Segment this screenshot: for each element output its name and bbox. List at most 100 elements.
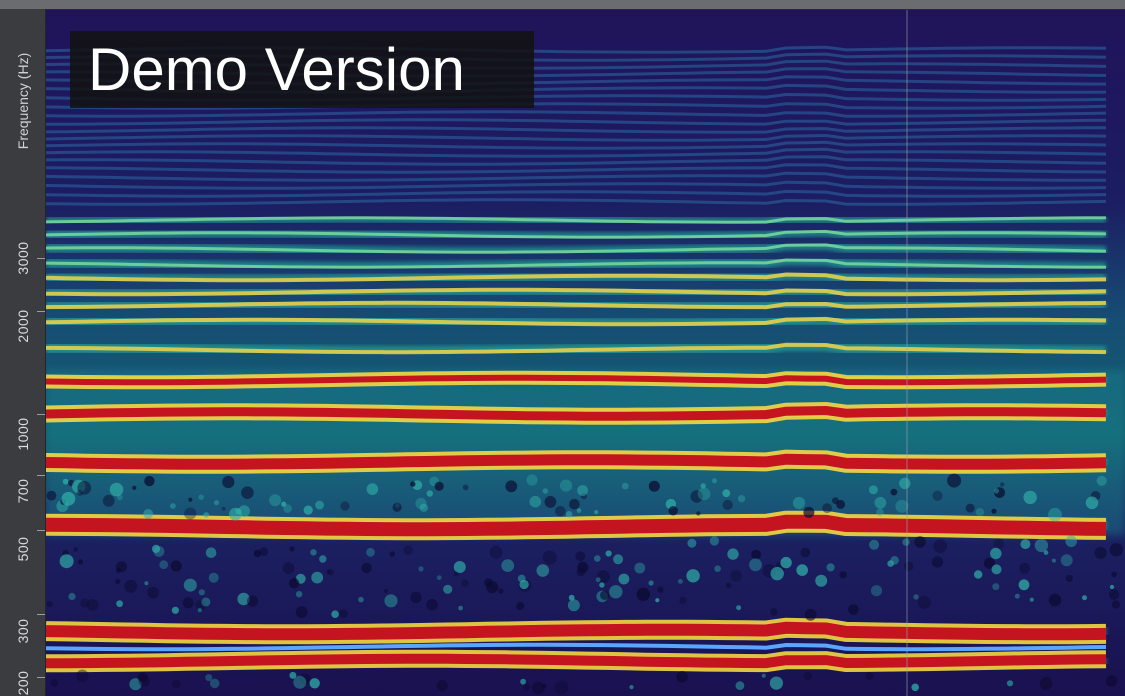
noise-dot <box>309 678 320 689</box>
harmonic-bands <box>46 45 1107 678</box>
tick-label-1000: 1000 <box>15 417 31 451</box>
harmonic-band <box>46 155 1107 166</box>
noise-dot <box>458 605 463 611</box>
spectrogram-plot[interactable]: Demo Version <box>46 10 1125 696</box>
noise-dot <box>1043 550 1049 555</box>
noise-dot <box>124 579 138 593</box>
noise-dot <box>519 579 529 590</box>
noise-dot <box>76 489 83 496</box>
noise-dot <box>947 473 962 488</box>
noise-dot <box>576 508 582 513</box>
noise-dot <box>761 673 766 678</box>
noise-dot <box>426 490 433 497</box>
harmonic-band <box>46 163 1107 174</box>
noise-dot <box>384 594 398 608</box>
noise-dot <box>151 544 161 554</box>
noise-dot <box>712 478 717 484</box>
noise-dot <box>77 559 83 565</box>
harmonic-band <box>46 642 1107 652</box>
noise-dot <box>676 671 688 683</box>
noise-dot <box>569 498 580 510</box>
noise-dot <box>1111 600 1120 609</box>
harmonic-band <box>46 133 1107 142</box>
noise-dot <box>780 556 792 569</box>
harmonic-band <box>46 243 1107 254</box>
noise-dot <box>804 608 817 621</box>
noise-dot <box>389 551 396 557</box>
noise-dot <box>50 678 59 687</box>
noise-dot <box>803 506 815 518</box>
harmonic-band <box>46 140 1107 150</box>
noise-dot <box>170 560 182 572</box>
noise-dot <box>531 681 545 695</box>
noise-dot <box>890 488 898 496</box>
noise-dot <box>542 550 557 565</box>
noise-dot <box>913 594 919 600</box>
noise-dot <box>1111 571 1117 578</box>
noise-dot <box>1109 543 1124 557</box>
noise-dot <box>289 578 300 589</box>
noise-dot <box>865 672 874 681</box>
noise-dot <box>1085 496 1099 510</box>
noise-dot <box>902 538 910 546</box>
noise-dot <box>697 487 711 501</box>
noise-dot <box>1060 554 1073 567</box>
noise-dot <box>567 599 580 612</box>
noise-dot <box>696 511 701 516</box>
noise-dot <box>899 477 911 490</box>
noise-dot <box>138 675 150 687</box>
noise-dot <box>311 571 324 584</box>
noise-dot <box>565 511 573 518</box>
harmonic-band <box>46 258 1106 269</box>
noise-dot <box>198 494 204 500</box>
noise-dot <box>434 481 444 491</box>
noise-dot <box>815 574 828 587</box>
noise-dot <box>542 488 549 494</box>
noise-dot <box>410 591 422 603</box>
noise-dot <box>575 551 586 562</box>
noise-dot <box>523 683 531 691</box>
noise-dot <box>803 671 813 681</box>
harmonic-band <box>46 272 1107 283</box>
noise-dot <box>1065 535 1077 548</box>
harmonic-band <box>46 171 1106 182</box>
noise-dot <box>735 681 745 690</box>
noise-dot <box>205 674 213 682</box>
harmonic-band <box>46 147 1107 158</box>
harmonic-band <box>46 374 1107 386</box>
noise-dot <box>383 588 388 593</box>
noise-dot <box>144 475 155 487</box>
noise-dot <box>629 685 634 690</box>
noise-dot <box>596 570 610 584</box>
frequency-axis: Frequency (Hz) 3000 2000 1000 700 500 30… <box>0 9 46 696</box>
tick-label-700: 700 <box>15 478 31 504</box>
noise-dot <box>868 485 878 495</box>
frequency-axis-title: Frequency (Hz) <box>15 52 31 150</box>
harmonic-band <box>46 198 1107 206</box>
tick-label-500: 500 <box>15 536 31 562</box>
noise-dot <box>826 563 835 572</box>
noise-dot <box>991 564 1002 575</box>
noise-dot <box>1065 574 1073 582</box>
noise-dot <box>516 602 525 610</box>
harmonic-band <box>46 453 1107 470</box>
noise-dot <box>102 494 115 507</box>
noise-dot <box>839 571 847 579</box>
noise-dot <box>293 675 307 689</box>
noise-dot <box>1029 597 1034 602</box>
tick-label-300: 300 <box>15 618 31 644</box>
noise-dot <box>213 500 220 506</box>
noise-dot <box>80 598 90 608</box>
noise-dot <box>282 562 295 574</box>
tick-mark <box>37 677 45 678</box>
noise-dot <box>686 569 700 583</box>
noise-dot <box>737 495 746 503</box>
noise-dot <box>205 547 217 558</box>
noise-dot <box>1014 593 1020 599</box>
tick-mark <box>37 311 45 312</box>
noise-dot <box>410 481 416 487</box>
noise-speckle <box>46 473 1124 695</box>
noise-dot <box>339 609 348 618</box>
noise-dot <box>529 495 542 508</box>
noise-dot <box>870 585 883 597</box>
